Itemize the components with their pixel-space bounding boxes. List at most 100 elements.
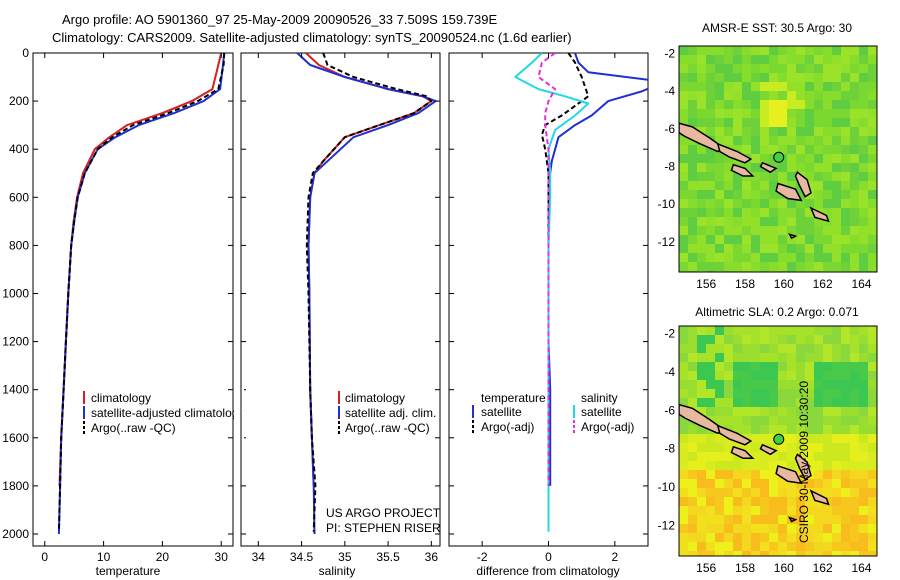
map-cell: [760, 434, 769, 443]
map-cell: [679, 542, 688, 551]
map-cell: [814, 199, 823, 208]
map-cell: [841, 434, 850, 443]
map-cell: [850, 127, 859, 136]
map-cell: [769, 199, 778, 208]
map-cell: [751, 407, 760, 416]
map-cell: [814, 244, 823, 253]
map-cell: [742, 380, 751, 389]
map-cell: [850, 353, 859, 362]
map-cell: [823, 416, 832, 425]
map-cell: [706, 524, 715, 533]
map-x-tick-label: 162: [813, 277, 833, 291]
map-cell: [823, 551, 832, 556]
map-cell: [868, 407, 877, 416]
map-cell: [805, 226, 814, 235]
map-y-tick-label: -12: [658, 235, 676, 249]
map-cell: [760, 371, 769, 380]
map-cell: [715, 551, 724, 556]
map-cell: [697, 163, 706, 172]
map-cell: [805, 362, 814, 371]
map-cell: [688, 145, 697, 154]
map-cell: [787, 407, 796, 416]
map-cell: [706, 461, 715, 470]
map-cell: [697, 64, 706, 73]
map-cell: [859, 82, 868, 91]
map-cell: [832, 55, 841, 64]
map-cell: [697, 154, 706, 163]
map-cell: [832, 479, 841, 488]
map-cell: [850, 163, 859, 172]
map-cell: [787, 226, 796, 235]
map-cell: [814, 82, 823, 91]
map-cell: [850, 524, 859, 533]
map-cell: [868, 118, 877, 127]
island-shape: [788, 516, 798, 523]
map-cell: [679, 145, 688, 154]
map-cell: [868, 335, 877, 344]
map-cell: [814, 253, 823, 262]
map-cell: [868, 199, 877, 208]
map-cell: [832, 181, 841, 190]
map-cell: [823, 64, 832, 73]
map-cell: [796, 217, 805, 226]
map-cell: [841, 208, 850, 217]
map-cell: [850, 253, 859, 262]
map-cell: [787, 362, 796, 371]
map-cell: [868, 371, 877, 380]
map-cell: [805, 64, 814, 73]
map-cell: [760, 172, 769, 181]
map-cell: [724, 109, 733, 118]
map-cell: [760, 416, 769, 425]
map-cell: [832, 145, 841, 154]
map-cell: [841, 398, 850, 407]
map-cell: [679, 181, 688, 190]
map-cell: [778, 551, 787, 556]
credit-line1: US ARGO PROJECT: [326, 506, 441, 520]
map-cell: [850, 488, 859, 497]
map-cell: [679, 335, 688, 344]
map-cell: [769, 470, 778, 479]
map-cell: [724, 542, 733, 551]
map-cell: [832, 100, 841, 109]
map-cell: [733, 389, 742, 398]
map-cell: [868, 208, 877, 217]
map-cell: [733, 262, 742, 271]
map-cell: [859, 425, 868, 434]
sst-map-frame: [678, 45, 878, 273]
map-cell: [868, 154, 877, 163]
map-cell: [859, 407, 868, 416]
map-cell: [868, 163, 877, 172]
map-cell: [751, 199, 760, 208]
map-cell: [742, 208, 751, 217]
map-cell: [742, 163, 751, 172]
map-cell: [706, 262, 715, 271]
map-cell: [688, 118, 697, 127]
map-cell: [850, 542, 859, 551]
map-cell: [796, 542, 805, 551]
map-cell: [679, 253, 688, 262]
map-cell: [742, 335, 751, 344]
map-cell: [724, 73, 733, 82]
map-cell: [787, 154, 796, 163]
map-cell: [751, 235, 760, 244]
map-cell: [823, 163, 832, 172]
map-cell: [823, 91, 832, 100]
map-cell: [778, 416, 787, 425]
map-cell: [697, 91, 706, 100]
map-cell: [787, 497, 796, 506]
map-cell: [760, 506, 769, 515]
map-cell: [679, 362, 688, 371]
map-cell: [769, 371, 778, 380]
map-cell: [859, 551, 868, 556]
map-cell: [859, 461, 868, 470]
map-cell: [823, 425, 832, 434]
map-cell: [697, 55, 706, 64]
island-shape: [775, 182, 803, 202]
map-cell: [715, 190, 724, 199]
map-cell: [697, 181, 706, 190]
map-cell: [715, 497, 724, 506]
map-cell: [688, 217, 697, 226]
map-cell: [859, 73, 868, 82]
map-cell: [769, 416, 778, 425]
map-cell: [733, 217, 742, 226]
